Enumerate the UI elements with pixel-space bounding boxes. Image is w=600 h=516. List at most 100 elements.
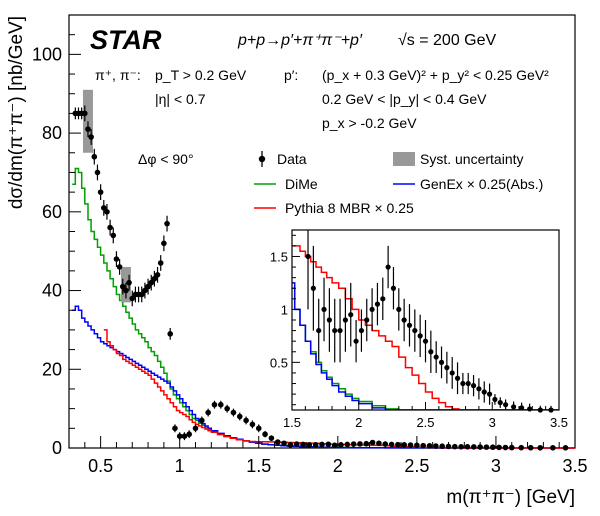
inset-data-point: [412, 327, 418, 334]
data-point: [331, 442, 338, 449]
data-point: [110, 232, 117, 239]
inset-x-tick-label: 3: [489, 415, 496, 430]
inset-data-point: [444, 365, 450, 371]
inset-data-point: [433, 354, 439, 360]
inset-data-point: [353, 338, 359, 344]
inset-data-point: [417, 333, 423, 339]
data-point: [420, 442, 427, 449]
inset-data-point: [454, 375, 461, 381]
legend-item-pythia: Pythia 8 MBR × 0.25: [254, 200, 414, 216]
series-genex-0-25-abs-curve: [72, 305, 575, 449]
data-point: [255, 425, 262, 432]
data-point: [88, 134, 94, 140]
delta-phi-cut: Δφ < 90°: [138, 151, 194, 167]
x-tick-label: 0.5: [88, 456, 113, 476]
x-tick-label: 2: [333, 456, 343, 476]
inset-data-point: [481, 389, 487, 395]
inset-data-point: [369, 306, 375, 313]
data-point: [376, 440, 382, 447]
data-point: [97, 189, 104, 195]
data-point: [161, 240, 167, 247]
inset-data-point: [374, 301, 381, 307]
inset-x-tick-label: 1.5: [283, 415, 301, 430]
inset-data-point: [519, 405, 525, 411]
inset-data-point: [390, 285, 397, 291]
inset-data-point: [316, 327, 322, 334]
inset-data-point: [358, 327, 365, 334]
inset-data-point: [342, 317, 348, 323]
data-point: [123, 287, 129, 294]
inset-data-point: [438, 359, 445, 365]
legend-label-syst: Syst. uncertainty: [420, 151, 524, 167]
y-tick-label: 80: [42, 123, 62, 143]
data-point: [224, 405, 230, 412]
data-point: [91, 153, 98, 160]
inset-data-point: [396, 306, 402, 313]
pion-pt-cut: p_T > 0.2 GeV: [155, 67, 247, 83]
data-point: [126, 279, 132, 286]
data-point: [145, 283, 151, 290]
legend: Data Syst. uncertainty DiMe GenEx × 0.25…: [254, 151, 543, 216]
data-point: [154, 272, 161, 278]
data-point: [496, 444, 502, 451]
inset-data-point: [428, 349, 434, 355]
data-point: [230, 409, 237, 416]
data-point: [199, 417, 205, 424]
y-tick-label: 60: [42, 202, 62, 222]
inset-data-point: [310, 285, 316, 291]
legend-label-pythia: Pythia 8 MBR × 0.25: [285, 200, 414, 216]
data-point: [483, 444, 490, 450]
inset-data-point: [465, 380, 471, 387]
data-point: [300, 441, 306, 448]
reaction-label: p+p→p′+π⁺π⁻+p′: [237, 32, 363, 49]
data-point: [142, 287, 148, 294]
y-tick-label: 100: [32, 44, 62, 64]
inset-y-tick-label: 0.5: [270, 355, 288, 370]
data-point: [164, 220, 170, 227]
data-point: [151, 275, 158, 282]
inset-data-point: [337, 327, 343, 334]
y-tick-label: 0: [52, 438, 62, 458]
inset-data-point: [406, 322, 413, 328]
inset-data-point: [503, 402, 509, 408]
proton-px-cut: p_x > -0.2 GeV: [322, 115, 417, 131]
proton-cut-label: p′:: [284, 67, 298, 83]
data-point: [550, 445, 556, 451]
data-point: [363, 440, 370, 447]
inset-data-point: [401, 317, 407, 323]
inset-data-point: [364, 317, 370, 323]
data-point: [325, 441, 332, 448]
inset-data-point: [527, 406, 533, 412]
data-point: [407, 442, 414, 448]
y-tick-label: 40: [42, 281, 62, 301]
inset-x-tick-label: 2.5: [416, 415, 434, 430]
data-point: [312, 442, 319, 448]
x-tick-label: 1: [175, 456, 185, 476]
inset-data-point: [476, 386, 482, 392]
data-point: [471, 444, 477, 450]
data-point: [172, 425, 178, 432]
main-x-ticks: 0.5 1 1.5 2 2.5 3 3.5: [68, 436, 588, 476]
inset-data-point: [497, 399, 503, 406]
proton-momentum-cut: (p_x + 0.3 GeV)² + p_y² < 0.25 GeV²: [322, 67, 549, 83]
inset-data-point: [511, 404, 517, 410]
data-point: [489, 444, 496, 451]
data-point: [401, 442, 408, 448]
legend-syst-swatch: [393, 152, 415, 166]
legend-label-data: Data: [277, 151, 307, 167]
data-point: [113, 256, 120, 262]
legend-label-dime: DiMe: [285, 176, 318, 192]
data-point: [157, 260, 164, 266]
y-tick-label: 20: [42, 359, 62, 379]
data-point: [344, 441, 351, 448]
inset-data-point: [460, 380, 466, 387]
data-point: [268, 435, 275, 441]
inset-data-points: [305, 230, 554, 413]
data-point: [192, 425, 199, 432]
data-point: [458, 444, 464, 450]
x-tick-label: 3.5: [562, 456, 587, 476]
data-point: [274, 439, 281, 445]
legend-item-syst: Syst. uncertainty: [393, 151, 524, 167]
data-point: [527, 444, 534, 451]
